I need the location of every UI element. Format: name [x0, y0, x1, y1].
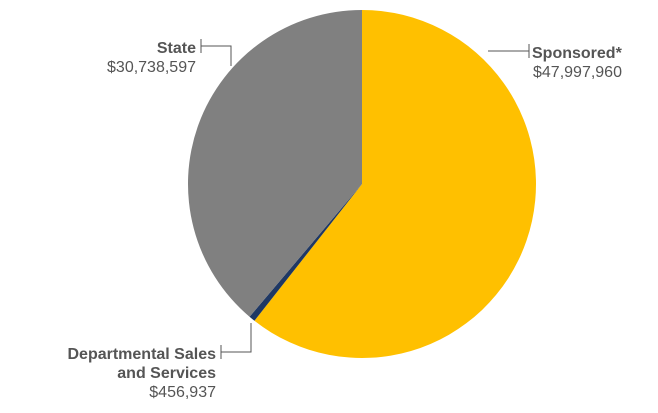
pie-slice-state — [187, 10, 362, 317]
leader-line-sponsored — [488, 44, 530, 58]
pie-slice-departmental-sales-and-services — [249, 184, 362, 321]
slice-value-departmental-sales-and-services: $456,937 — [149, 384, 216, 401]
slice-label-state: State $30,738,597 — [107, 39, 232, 76]
slice-label-sponsored: Sponsored* $47,997,960 — [488, 44, 623, 81]
slice-name-departmental-sales-and-services-line-1: Departmental Sales — [67, 346, 216, 363]
slice-name-sponsored: Sponsored* — [532, 45, 623, 62]
slice-name-state: State — [157, 40, 196, 57]
leader-line-departmental-sales-and-services — [220, 323, 252, 359]
slice-value-sponsored: $47,997,960 — [533, 64, 622, 81]
slice-label-departmental-sales-and-services: Departmental Sales and Services $456,937 — [67, 323, 252, 401]
pie-slice-sponsored — [254, 10, 536, 358]
labels-layer: Sponsored* $47,997,960 Departmental Sales a… — [67, 39, 623, 401]
slices-layer — [187, 10, 536, 358]
slice-value-state: $30,738,597 — [107, 59, 196, 76]
slice-name-departmental-sales-and-services-line-2: and Services — [117, 365, 216, 382]
leader-line-state — [200, 39, 232, 66]
